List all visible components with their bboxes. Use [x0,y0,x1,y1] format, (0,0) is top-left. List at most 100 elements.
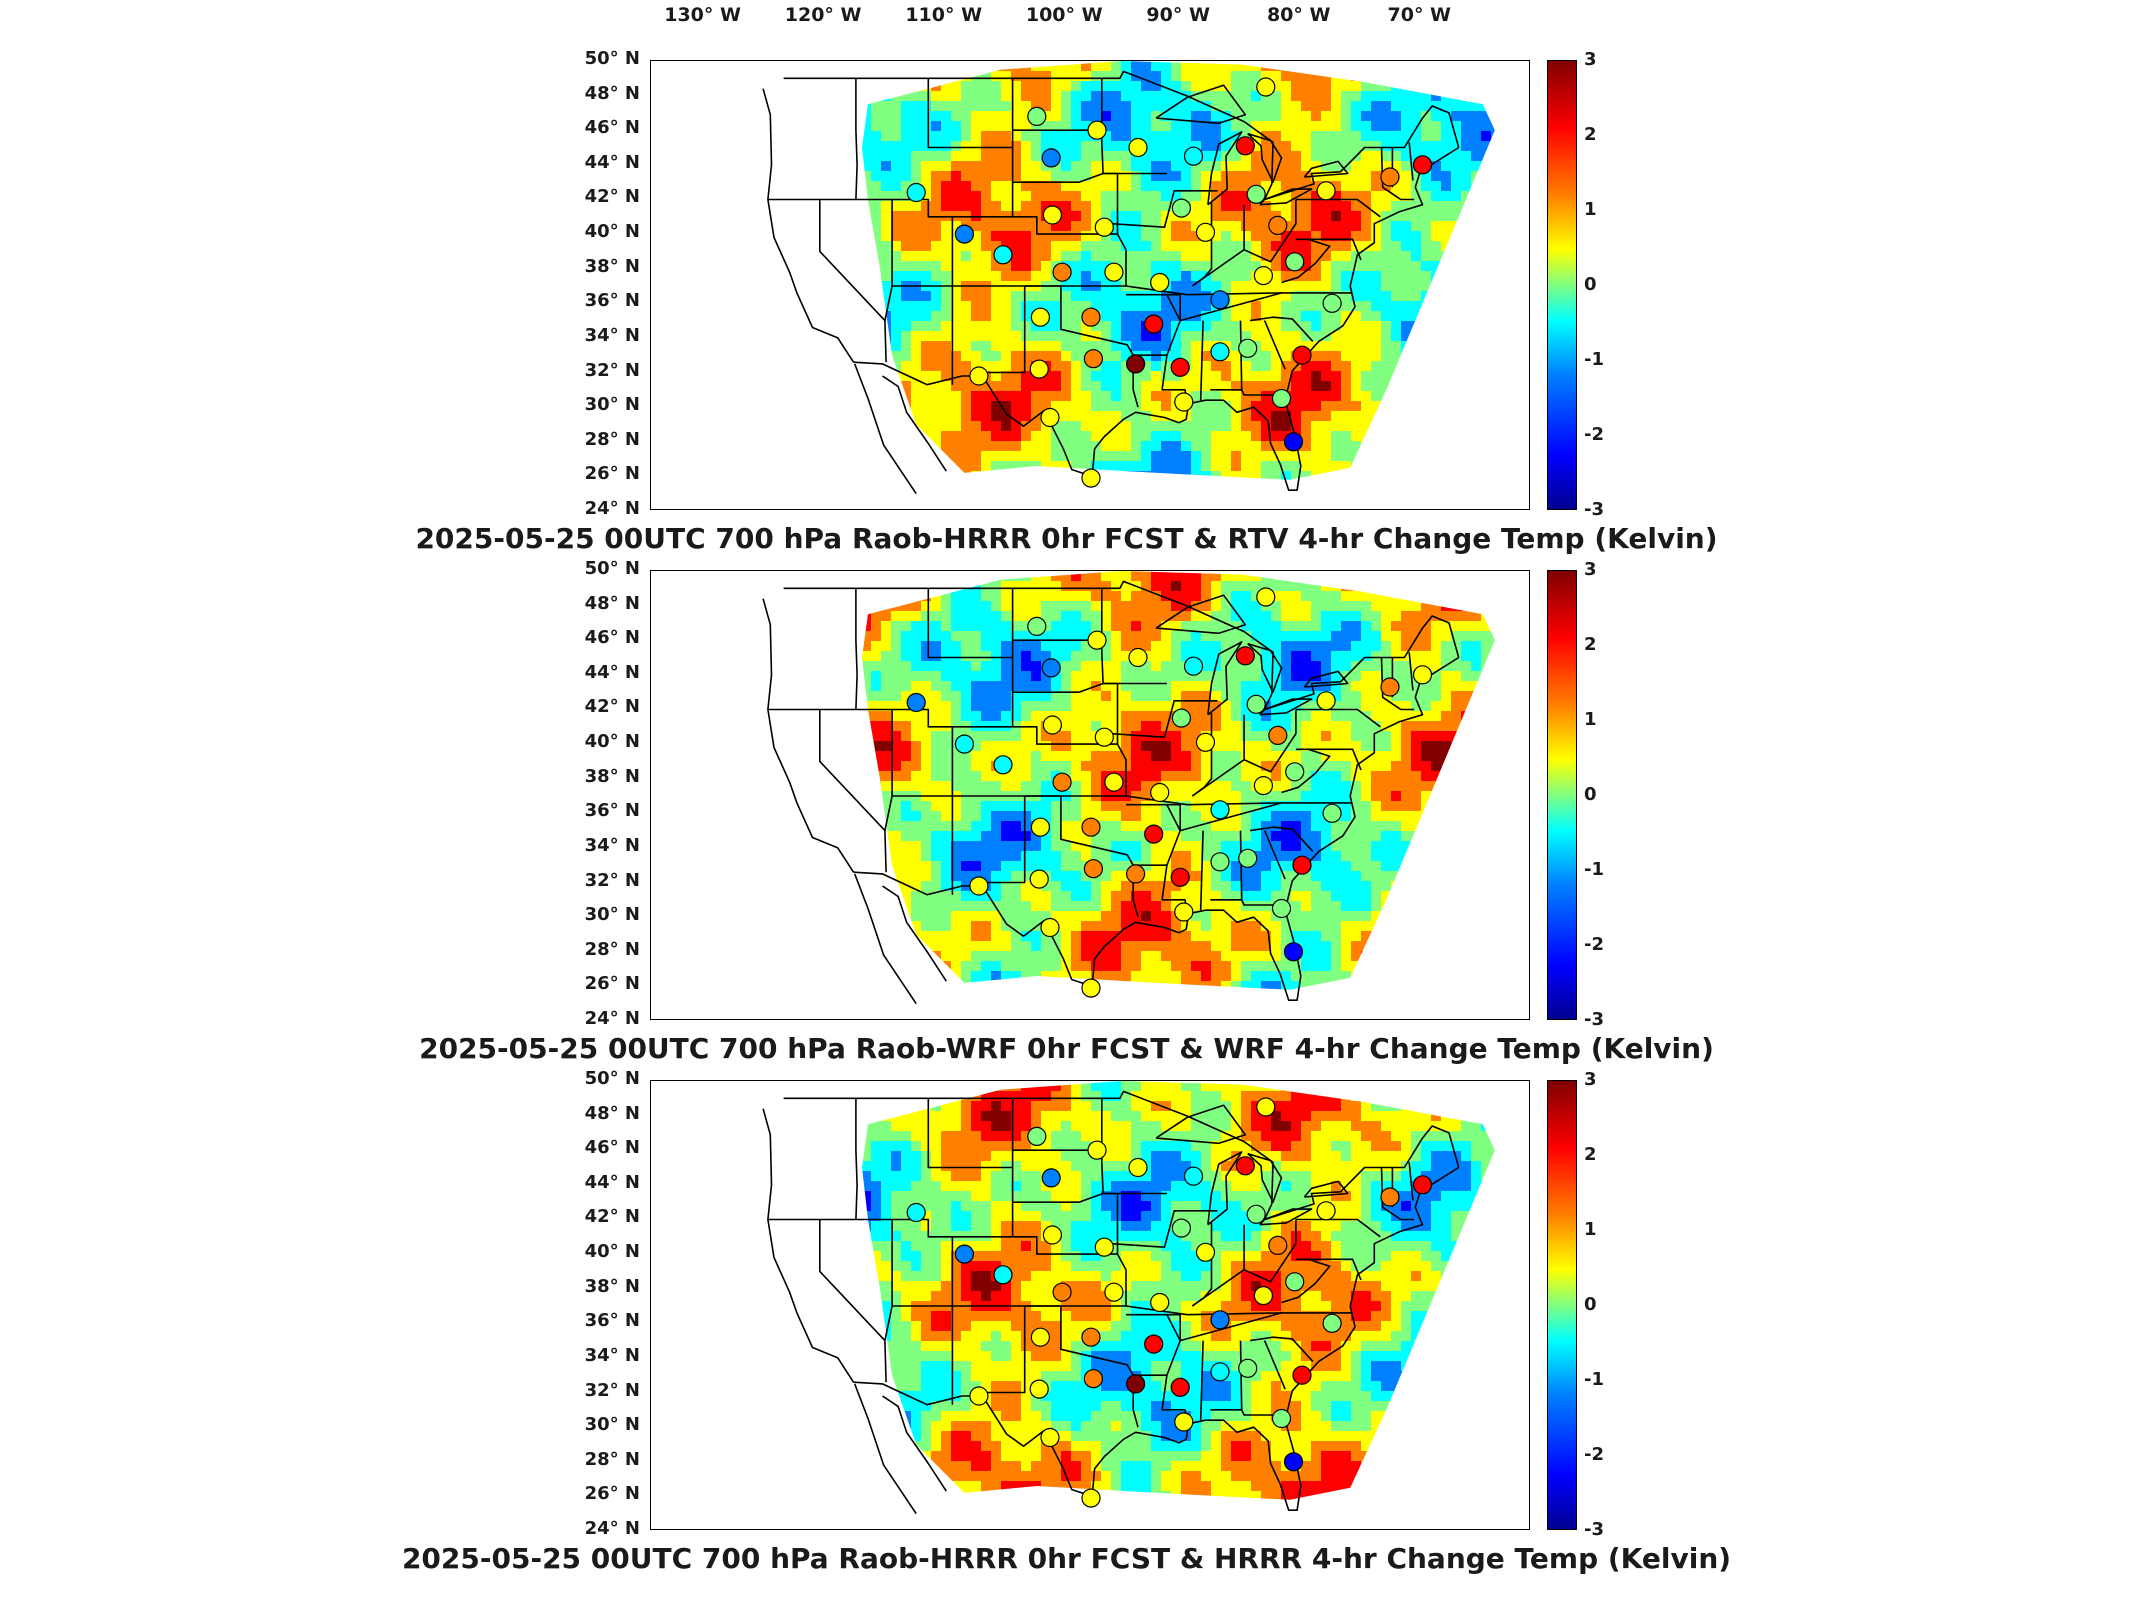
latitude-label: 30° N [584,1414,640,1436]
station-marker [1104,262,1124,282]
station-marker [1292,345,1312,365]
latitude-label: 34° N [584,324,640,346]
station-marker [1210,1362,1230,1382]
station-marker [1238,848,1258,868]
station-marker [1030,307,1050,327]
latitude-label: 28° N [584,428,640,450]
raob-stations [906,1097,1433,1508]
latitude-label: 32° N [584,1379,640,1401]
station-marker [1128,1157,1148,1178]
station-marker [1268,215,1288,235]
station-marker [1081,1488,1101,1508]
station-marker [1283,432,1304,452]
colorbar [1547,570,1577,1020]
latitude-label: 46° N [584,1137,640,1159]
station-marker [1104,772,1124,792]
latitude-label: 42° N [584,1206,640,1228]
station-marker [1041,148,1061,168]
station-marker [1104,1282,1124,1302]
station-marker [1171,198,1192,218]
station-marker [1029,1379,1049,1399]
longitude-label: 100° W [1025,4,1103,26]
latitude-label: 50° N [584,558,640,579]
station-marker [969,876,989,896]
latitude-label: 38° N [584,255,640,277]
station-marker [1150,272,1170,293]
station-marker [1183,656,1204,676]
station-marker [1128,137,1148,158]
station-marker [1238,338,1258,358]
temperature-field [862,61,1495,480]
latitude-label: 44° N [584,661,640,683]
latitude-label: 38° N [584,765,640,787]
station-marker [1210,1310,1230,1330]
colorbar-tick: 3 [1584,1069,1597,1090]
station-marker [1210,342,1230,362]
colorbar-tick: 2 [1584,634,1597,655]
station-marker [993,245,1013,265]
latitude-label: 34° N [584,834,640,856]
latitude-label: 32° N [584,869,640,891]
station-marker [1040,917,1060,938]
latitude-label: 40° N [584,731,640,753]
latitude-label: 36° N [584,290,640,312]
colorbar [1547,1080,1577,1530]
station-marker [1027,106,1047,127]
station-marker [1253,1286,1274,1306]
latitude-label: 26° N [584,973,640,995]
latitude-label: 40° N [584,221,640,243]
station-marker [1144,1334,1164,1354]
latitude-label: 38° N [584,1275,640,1297]
colorbar-tick: -1 [1584,349,1604,370]
station-marker [1246,694,1266,714]
station-marker [1083,859,1103,879]
latitude-label: 36° N [584,1310,640,1332]
colorbar-tick: -2 [1584,424,1604,445]
colorbar-tick: 1 [1584,709,1597,730]
station-marker [1174,902,1194,922]
station-marker [1195,222,1216,242]
latitude-label: 48° N [584,592,640,614]
colorbar-tick: 2 [1584,124,1597,145]
colorbar-tick: -3 [1584,1519,1604,1540]
map-frame [650,570,1530,1020]
station-marker [1094,727,1114,747]
panel-title: 2025-05-25 00UTC 700 hPa Raob-HRRR 0hr F… [401,1542,1732,1575]
station-marker [1316,181,1336,201]
latitude-label: 26° N [584,463,640,485]
map-svg [762,1081,1495,1515]
station-marker [1042,1225,1062,1245]
station-marker [1128,647,1148,668]
station-marker [1246,184,1266,204]
latitude-label: 46° N [584,627,640,649]
station-marker [1235,646,1255,666]
latitude-label: 44° N [584,1171,640,1193]
longitude-label: 80° W [1266,4,1331,26]
station-marker [1171,1218,1192,1238]
station-marker [1195,732,1216,752]
colorbar-tick: -3 [1584,499,1604,520]
station-marker [1040,1427,1060,1448]
station-marker [1235,136,1255,156]
map-frame [650,60,1530,510]
station-marker [993,1265,1013,1285]
station-marker [1412,665,1433,685]
station-marker [1292,855,1312,875]
station-marker [1052,772,1072,792]
station-marker [1322,1313,1342,1333]
station-marker [1042,715,1062,735]
station-marker [1210,852,1230,872]
station-marker [1268,725,1288,745]
station-marker [1042,205,1062,225]
latitude-label: 34° N [584,1344,640,1366]
station-marker [1083,349,1103,369]
latitude-label: 46° N [584,117,640,139]
station-marker [1380,1187,1400,1207]
station-marker [1041,1168,1061,1188]
latitude-label: 42° N [584,186,640,208]
latitude-label: 26° N [584,1483,640,1505]
colorbar-tick: -2 [1584,1444,1604,1465]
station-marker [1210,800,1230,820]
station-marker [1027,1126,1047,1147]
colorbar-tick: 0 [1584,274,1597,295]
